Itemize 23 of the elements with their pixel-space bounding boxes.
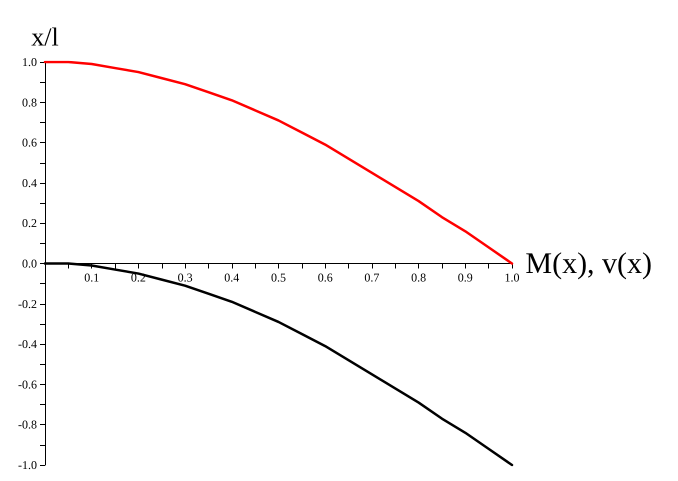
y-tick-label: -1.0 (18, 458, 37, 472)
x-tick-label: 0.3 (178, 270, 193, 284)
x-tick-label: 0.1 (84, 270, 100, 284)
x-tick-label: 1.0 (504, 270, 520, 284)
x-tick-label: 0.8 (411, 270, 426, 284)
y-tick-label: -0.8 (18, 418, 37, 432)
x-tick-label: 0.4 (224, 270, 240, 284)
y-tick-label: 0.0 (22, 256, 37, 270)
x-axis-title: M(x), v(x) (525, 247, 652, 280)
x-tick-label: 0.5 (271, 270, 286, 284)
y-tick-label: -0.6 (18, 377, 37, 392)
x-tick-label: 0.7 (364, 270, 380, 284)
y-tick-label: 1.0 (22, 55, 37, 69)
y-tick-label: 0.4 (22, 176, 37, 190)
line-series (44, 60, 514, 265)
y-tick-label: -0.4 (18, 337, 37, 352)
y-tick-label: -0.2 (18, 296, 37, 311)
x-tick-label: 0.9 (458, 270, 473, 284)
x-tick-label: 0.6 (318, 270, 333, 284)
y-tick-label: 0.6 (22, 136, 37, 150)
y-tick-label: 0.2 (22, 216, 37, 230)
y-tick-label: 0.8 (22, 95, 37, 110)
y-axis-title: x/l (31, 22, 59, 52)
